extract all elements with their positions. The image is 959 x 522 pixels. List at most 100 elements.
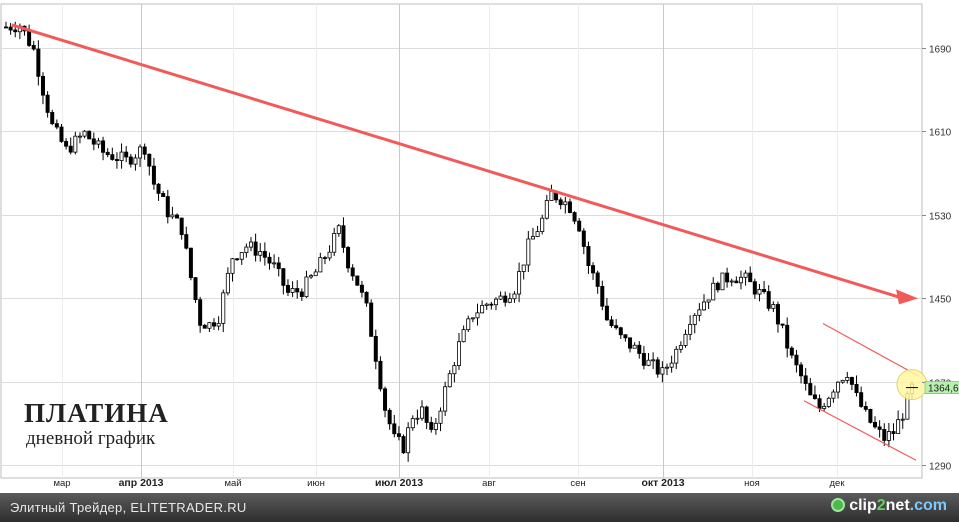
candle-body: [262, 251, 267, 258]
candle-body: [706, 299, 711, 303]
candle-body: [507, 298, 512, 303]
candle-body: [715, 282, 720, 291]
candle-body: [701, 301, 706, 311]
candle-body: [68, 145, 73, 153]
candle-body: [572, 212, 577, 222]
candle-body: [567, 201, 572, 213]
candle-body: [105, 151, 110, 156]
candle-body: [4, 26, 9, 29]
candle-body: [544, 200, 549, 219]
candle-body: [577, 220, 582, 232]
candle-body: [595, 272, 600, 287]
candle-body: [322, 257, 327, 260]
candle-body: [665, 366, 670, 369]
candle-body: [276, 262, 281, 270]
candle-body: [628, 337, 633, 349]
candle-body: [683, 333, 688, 346]
candle-body: [738, 276, 743, 284]
candle-body: [202, 324, 207, 329]
candle-body: [45, 94, 50, 113]
candle-body: [165, 196, 170, 218]
candle-body: [822, 405, 827, 409]
candle-body: [82, 130, 87, 137]
last-price-tag: [924, 381, 959, 394]
candle-body: [383, 388, 388, 411]
candle-body: [849, 377, 854, 385]
candle-body: [433, 422, 438, 430]
candle-body: [877, 426, 882, 430]
candle-body: [771, 304, 776, 309]
candle-body: [133, 157, 138, 165]
chart-grid: [0, 3, 923, 479]
candle-body: [655, 359, 660, 375]
candle-body: [882, 429, 887, 441]
candle-body: [669, 362, 674, 368]
candle-body: [235, 258, 240, 261]
candle-body: [609, 319, 614, 327]
candle-body: [466, 318, 471, 331]
candle-body: [369, 302, 374, 337]
footer-source: Элитный Трейдер, ELITETRADER.RU: [10, 500, 247, 515]
x-tick-label: ноя: [744, 478, 760, 489]
candle-body: [179, 217, 184, 235]
trend-arrow-head: [896, 289, 918, 305]
candle-body: [40, 75, 45, 96]
y-tick-label: 1610: [929, 128, 952, 139]
candle-body: [64, 141, 69, 147]
clip2net-logo[interactable]: clip2net.com: [831, 497, 947, 515]
candle-body: [101, 140, 106, 153]
candle-body: [461, 329, 466, 343]
candle-body: [618, 327, 623, 336]
candle-body: [697, 309, 702, 316]
candle-body: [114, 159, 119, 162]
candle-body: [346, 247, 351, 269]
candle-body: [563, 201, 568, 206]
candle-body: [456, 341, 461, 367]
candle-body: [854, 384, 859, 394]
candle-body: [327, 251, 332, 259]
candle-body: [785, 324, 790, 349]
candle-body: [526, 238, 531, 266]
candle-body: [641, 353, 646, 366]
chart-title: ПЛАТИНА: [24, 398, 169, 428]
candle-body: [253, 241, 258, 256]
candle-body: [651, 359, 656, 362]
candle-body: [863, 406, 868, 410]
candle-body: [359, 284, 364, 293]
chart-title-block: ПЛАТИНА дневной график: [24, 398, 169, 450]
candle-body: [808, 383, 813, 396]
candle-body: [258, 251, 263, 256]
candle-body: [212, 322, 217, 327]
trend-lines: [11, 23, 928, 461]
candle-body: [489, 303, 494, 306]
candle-body: [826, 397, 831, 407]
candle-body: [216, 322, 221, 327]
candle-body: [138, 146, 143, 159]
candle-body: [503, 295, 508, 303]
candle-body: [420, 406, 425, 419]
candle-body: [221, 292, 226, 324]
logo-part-com: .com: [909, 497, 947, 514]
chart-axes: 129013701450153016101690марапр 2013майию…: [53, 45, 959, 489]
candle-body: [711, 282, 716, 301]
candle-body: [614, 325, 619, 329]
candle-body: [332, 233, 337, 253]
candle-body: [110, 154, 115, 160]
candle-body: [341, 225, 346, 248]
candle-body: [794, 354, 799, 366]
candle-body: [281, 268, 286, 286]
candle-body: [674, 348, 679, 364]
candle-body: [725, 272, 730, 283]
candle-body: [558, 199, 563, 206]
candle-body: [886, 431, 891, 441]
candle-body: [540, 217, 545, 232]
candle-body: [59, 126, 64, 142]
x-tick-label: сен: [570, 478, 585, 489]
candle-body: [244, 246, 249, 253]
candle-body: [447, 373, 452, 388]
candle-body: [859, 392, 864, 407]
candle-body: [762, 289, 767, 292]
candle-body: [175, 214, 180, 219]
candle-body: [493, 298, 498, 306]
candle-body: [743, 272, 748, 278]
